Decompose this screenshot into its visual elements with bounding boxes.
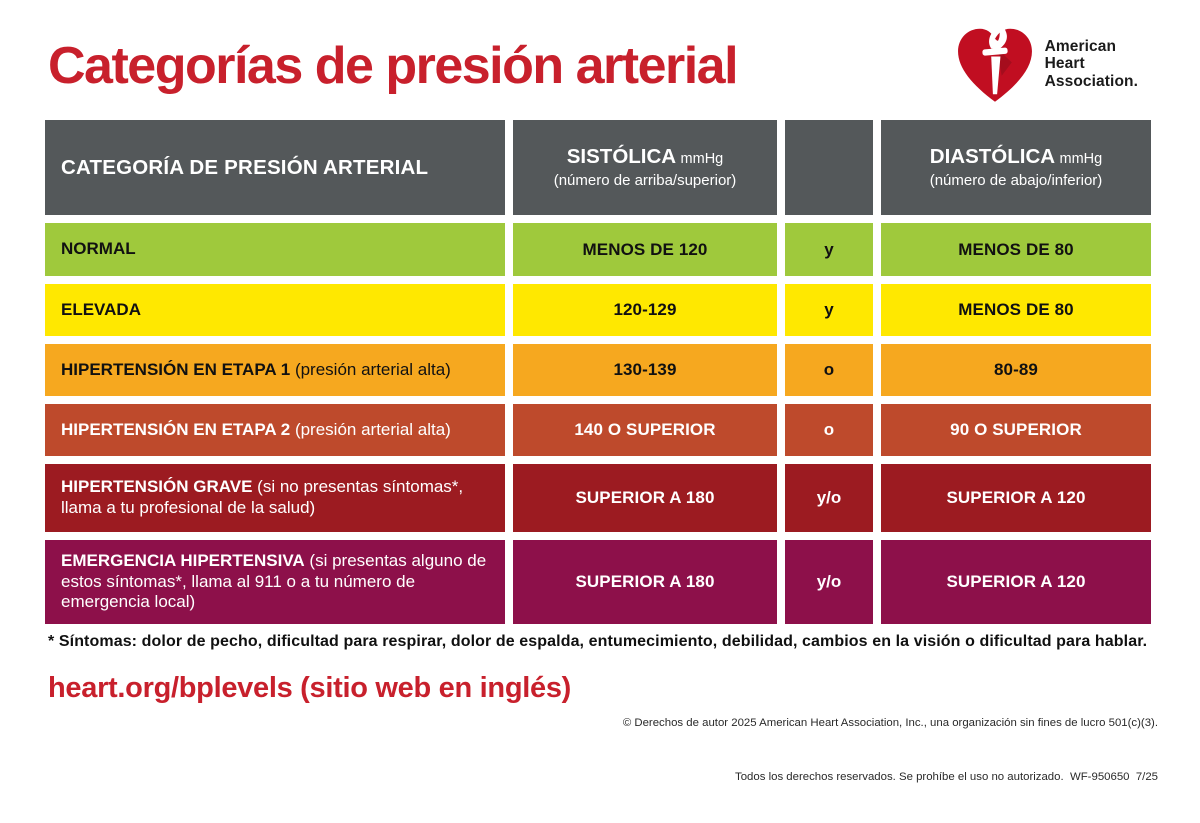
diastolic-cell: SUPERIOR A 120 [881,464,1151,532]
category-cell: ELEVADA [45,284,505,336]
copyright-line-2: Todos los derechos reservados. Se prohíb… [735,771,1158,784]
diastolic-cell: 90 O SUPERIOR [881,404,1151,456]
table-header-row: CATEGORÍA DE PRESIÓN ARTERIAL SISTÓLICA … [45,120,1151,215]
systolic-cell: 120-129 [513,284,777,336]
bp-table: CATEGORÍA DE PRESIÓN ARTERIAL SISTÓLICA … [45,120,1151,632]
table-row-normal: NORMAL MENOS DE 120 y MENOS DE 80 [45,223,1151,276]
copyright-line-1: © Derechos de autor 2025 American Heart … [622,716,1158,729]
page-title: Categorías de presión arterial [48,37,739,95]
heart-torch-icon [957,20,1032,102]
header-systolic: SISTÓLICA mmHg (número de arriba/superio… [513,120,777,215]
connector-cell: o [785,344,873,396]
table-row-etapa-1: HIPERTENSIÓN EN ETAPA 1 (presión arteria… [45,344,1151,396]
category-cell: EMERGENCIA HIPERTENSIVA (si presentas al… [45,540,505,624]
header-diastolic: DIASTÓLICA mmHg (número de abajo/inferio… [881,120,1151,215]
header-category: CATEGORÍA DE PRESIÓN ARTERIAL [45,120,505,215]
connector-cell: y [785,223,873,276]
table-row-emergencia: EMERGENCIA HIPERTENSIVA (si presentas al… [45,540,1151,624]
table-row-etapa-2: HIPERTENSIÓN EN ETAPA 2 (presión arteria… [45,404,1151,456]
aha-logo-text: American Heart Association. [1044,37,1138,90]
diastolic-cell: SUPERIOR A 120 [881,540,1151,624]
header-connector [785,120,873,215]
category-cell: HIPERTENSIÓN EN ETAPA 2 (presión arteria… [45,404,505,456]
bp-categories-flyer: Categorías de presión arterial American … [45,20,1158,784]
diastolic-cell: MENOS DE 80 [881,284,1151,336]
systolic-cell: MENOS DE 120 [513,223,777,276]
copyright-text: © Derechos de autor 2025 American Heart … [623,677,1158,823]
category-cell: HIPERTENSIÓN GRAVE (si no presentas sínt… [45,464,505,532]
table-row-elevada: ELEVADA 120-129 y MENOS DE 80 [45,284,1151,336]
connector-cell: o [785,404,873,456]
diastolic-cell: 80-89 [881,344,1151,396]
connector-cell: y [785,284,873,336]
connector-cell: y/o [785,540,873,624]
table-row-grave: HIPERTENSIÓN GRAVE (si no presentas sínt… [45,464,1151,532]
category-cell: HIPERTENSIÓN EN ETAPA 1 (presión arteria… [45,344,505,396]
systolic-cell: SUPERIOR A 180 [513,540,777,624]
systolic-cell: 140 O SUPERIOR [513,404,777,456]
category-cell: NORMAL [45,223,505,276]
systolic-cell: SUPERIOR A 180 [513,464,777,532]
symptoms-footnote: * Síntomas: dolor de pecho, dificultad p… [48,633,1148,650]
connector-cell: y/o [785,464,873,532]
heart-org-link[interactable]: heart.org/bplevels (sitio web en inglés) [48,672,571,704]
diastolic-cell: MENOS DE 80 [881,223,1151,276]
systolic-cell: 130-139 [513,344,777,396]
aha-logo: American Heart Association. [953,20,1138,108]
